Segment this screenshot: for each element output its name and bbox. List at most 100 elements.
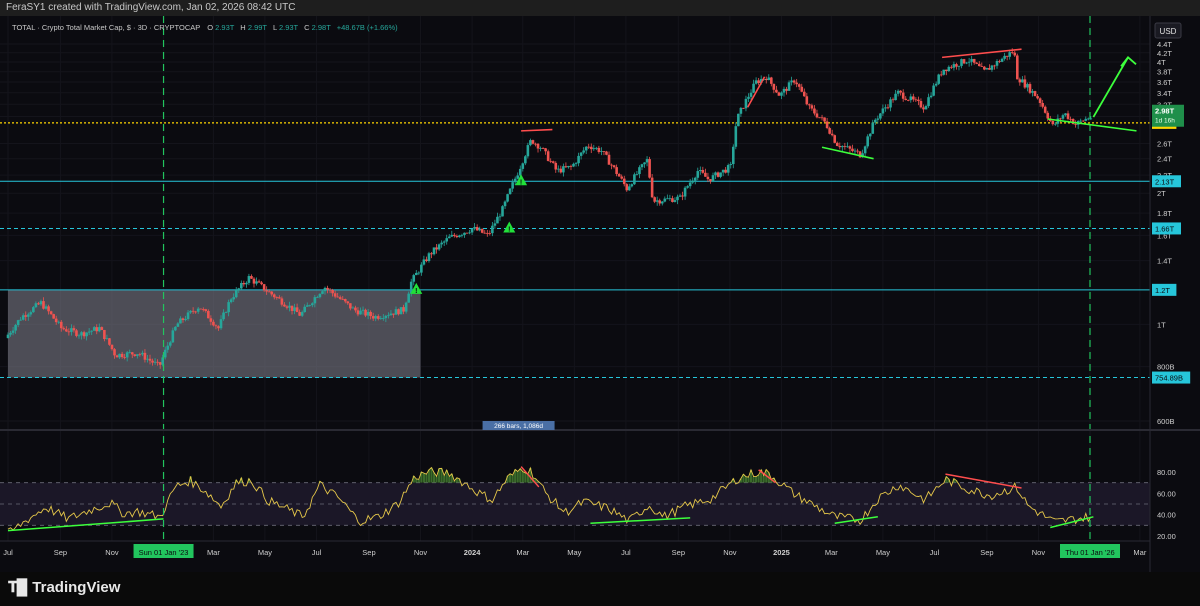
rsi-tick-label: 80.00 [1157, 468, 1176, 477]
candle-body [130, 352, 134, 355]
candle-body [290, 305, 294, 311]
candle-body [26, 314, 30, 317]
candle-body [691, 180, 695, 183]
warning-mark: ! [415, 288, 417, 295]
candle-body [412, 275, 416, 282]
candle-body [995, 61, 999, 66]
candle-body [747, 96, 750, 99]
level-price-label: 1.66T [1155, 224, 1175, 233]
candle-body [49, 311, 53, 315]
candle-body [113, 349, 116, 356]
candle-body [1021, 79, 1024, 83]
rsi-tick-label: 40.00 [1157, 511, 1176, 520]
candle-body [792, 80, 796, 83]
y-tick-label: 800B [1157, 363, 1175, 372]
candle-body [767, 77, 771, 81]
candle-body [856, 150, 859, 152]
candle-body [863, 146, 867, 154]
candle-body [841, 146, 844, 148]
x-tick-label: Jul [312, 548, 322, 557]
candle-body [458, 235, 461, 238]
rsi-trendline [758, 469, 776, 484]
rsi-trendline [520, 466, 540, 488]
candle-body [851, 148, 854, 152]
measure-label: 266 bars, 1,086d [494, 423, 543, 430]
candle-body [166, 345, 170, 350]
high-value: 2.99T [248, 23, 268, 32]
candle-body [848, 146, 852, 149]
candle-body [648, 159, 651, 178]
candle-body [873, 119, 877, 123]
candle-body [364, 309, 367, 316]
currency-button[interactable]: USD [1154, 22, 1182, 39]
candle-body [960, 59, 963, 66]
candle-body [990, 65, 994, 70]
rsi-tick-label: 20.00 [1157, 532, 1176, 541]
candle-body [524, 156, 527, 164]
candle-body [693, 177, 697, 181]
candle-body [295, 307, 299, 313]
y-tick-label: 1.8T [1157, 209, 1172, 218]
candle-body [354, 307, 357, 311]
warning-triangle-icon [515, 174, 528, 186]
candle-body [1061, 115, 1065, 119]
rsi-band [0, 482, 1150, 526]
candle-body [764, 78, 768, 81]
candle-body [321, 291, 324, 294]
candle-body [534, 143, 537, 145]
candle-body [787, 82, 791, 91]
candle-body [42, 301, 45, 309]
candle-body [962, 59, 966, 64]
candle-body [1069, 118, 1072, 120]
candle-body [326, 287, 329, 290]
candle-body [219, 319, 223, 329]
candle-body [506, 194, 509, 202]
candle-body [716, 172, 720, 177]
candle-body [57, 321, 61, 323]
candle-body [450, 234, 454, 237]
candle-body [628, 186, 631, 191]
candle-body [605, 151, 608, 155]
rsi-line [7, 466, 1092, 531]
candle-body [711, 175, 715, 182]
candle-body [582, 150, 585, 153]
candle-body [171, 330, 175, 343]
candle-body [567, 165, 570, 168]
candle-body [267, 291, 271, 293]
candle-body [1005, 55, 1009, 57]
candle-body [714, 172, 717, 176]
candle-body [488, 233, 492, 234]
candle-body [1081, 120, 1085, 122]
candle-body [417, 272, 421, 274]
candle-body [141, 352, 144, 355]
candle-body [901, 92, 905, 99]
candle-body [37, 303, 40, 305]
candle-body [676, 196, 679, 201]
candle-body [323, 287, 327, 292]
x-tick-label: Sun 01 Jan '23 [139, 548, 189, 557]
candle-body [1089, 118, 1093, 120]
price-chart[interactable]: !!! 4.4T4.2T4T3.8T3.6T3.4T3.2T3T2.6T2.4T… [0, 16, 1200, 572]
measure-label-box [482, 421, 555, 430]
level-price-tag [1152, 371, 1191, 384]
candle-body [655, 200, 659, 202]
candle-body [706, 176, 710, 180]
candle-body [153, 361, 157, 363]
candle-body [305, 305, 309, 307]
candle-body [463, 232, 466, 235]
candle-body [308, 305, 312, 306]
candle-body [311, 303, 314, 306]
candle-body [544, 148, 547, 152]
brand[interactable]: 𝐓█ TradingView [8, 579, 120, 596]
candle-body [371, 316, 375, 319]
candle-body [572, 163, 575, 167]
candle-body [559, 168, 563, 173]
candle-body [394, 309, 398, 315]
candle-body [802, 91, 806, 97]
x-tick-label: Sep [672, 548, 685, 557]
candle-body [696, 171, 700, 178]
candle-body [346, 301, 350, 304]
candle-body [610, 164, 613, 166]
warning-triangle-icon [410, 282, 423, 294]
candle-body [678, 195, 682, 197]
